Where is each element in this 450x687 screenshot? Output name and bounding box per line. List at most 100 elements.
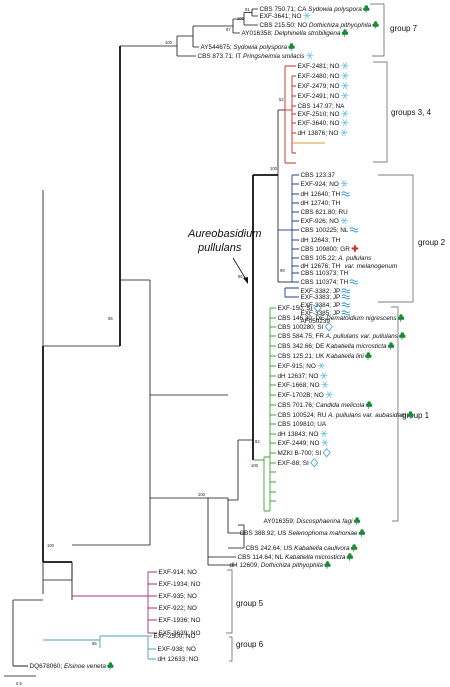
snowflake-icon: [306, 53, 313, 59]
taxon-label: CBS 621.80; RU: [301, 209, 349, 216]
scale-bar: 0.5: [4, 676, 36, 686]
species-arrow: [233, 258, 248, 284]
green-clade: [253, 308, 276, 511]
diamond-icon: [323, 449, 330, 457]
clover-leaf-icon: [107, 662, 113, 669]
taxon-label: EXF-924; NO: [301, 181, 339, 188]
taxon-label: CBS 750.71; CA Sydowia polyspora: [260, 6, 363, 13]
snowflake-icon: [320, 431, 327, 437]
taxon-label: CBS 388.92; US Selenophoma mahoniae: [240, 530, 358, 537]
bootstrap: 99: [280, 268, 285, 273]
taxon-label: EXF-88; SI: [278, 460, 309, 467]
taxon-label: CBS 147.97; NA: [298, 103, 346, 110]
taxon-label: EXF-1702B; NO: [278, 392, 324, 399]
snowflake-icon: [341, 63, 348, 69]
snowflake-icon: [341, 120, 348, 126]
snowflake-icon: [341, 93, 348, 99]
taxon-label: EXF-3640; NO: [298, 120, 340, 127]
clover-leaf-icon: [288, 43, 294, 50]
taxon-label: EXF-2510; NO: [298, 111, 340, 118]
taxon-label: dH 12740; TH: [301, 200, 341, 207]
wave-icon: [342, 303, 350, 307]
taxon-label: MZKI B-700; SI: [278, 450, 322, 457]
taxon-label: dH 12643; TH: [301, 237, 341, 244]
clover-leaf-icon: [354, 517, 360, 524]
taxon-label: CBS 146.30; DE Dematoidium nigrescens: [278, 315, 398, 322]
taxon-label: EXF-3383; JP: [301, 294, 341, 301]
taxon-label: EXF-914; NO: [159, 569, 197, 576]
taxon-label: EXF-935; NO: [159, 593, 197, 600]
taxon-label: EXF-922; NO: [159, 605, 197, 612]
group-2-label: group 2: [418, 238, 446, 247]
taxon-label: EXF-915; NO: [278, 363, 316, 370]
bootstrap: 100: [47, 543, 55, 548]
taxon-label: CBS 584.75; FR A. pullulans var. pullula…: [278, 333, 399, 340]
clover-leaf-icon: [365, 352, 371, 359]
blue-clade: [278, 175, 299, 297]
taxon-label: AY016358; Delphinella strobiligena: [242, 30, 341, 37]
taxon-label: EXF-1936; NO: [159, 617, 201, 624]
taxon-label: dH 12640; TH: [301, 191, 341, 198]
taxon-label: dH 12676; TH: [301, 263, 341, 270]
taxon-label: CBS 100280; SI: [278, 324, 324, 331]
bootstrap: 95: [238, 274, 243, 279]
taxon-label: CBS 215.50; NO Dothichiza pithyophila: [260, 22, 372, 29]
clover-leaf-icon: [388, 342, 394, 349]
clover-leaf-icon: [342, 29, 348, 36]
bootstrap: 91: [245, 7, 250, 12]
taxon-label: CBS 110374; TH: [301, 279, 349, 286]
group-6-label: group 6: [236, 640, 264, 649]
taxon-label: AY016359; Discosphaerina fagi: [264, 518, 354, 525]
taxon-label: dH 13876; NO: [298, 130, 339, 137]
bootstrap: 97: [226, 27, 231, 32]
taxon-label: CBS 125.21; UK Kabatiella lini: [278, 353, 365, 360]
taxon-label: CBS 100524; RU A. pullulans var. aubasid…: [278, 412, 407, 419]
taxon-label: dH 12637; NO: [278, 373, 319, 380]
snowflake-icon: [303, 13, 310, 19]
taxon-label: CBS 701.76; Candida melicola: [278, 402, 365, 409]
taxon-label: EXF-150; SI: [278, 305, 313, 312]
snowflake-icon: [326, 392, 333, 398]
bootstrap: 95: [92, 641, 97, 646]
clover-leaf-icon: [324, 561, 330, 568]
clover-leaf-icon: [347, 553, 353, 560]
snowflake-icon: [341, 111, 348, 117]
group-7-label: group 7: [390, 24, 418, 33]
bootstrap: 52: [279, 97, 284, 102]
taxon-label: CBS 873.71; IT Pringsheimia smilacis: [198, 53, 306, 60]
snowflake-icon: [320, 373, 327, 379]
taxon-label: EXF-2500; NO: [154, 633, 196, 640]
taxon-labels: CBS 750.71; CA Sydowia polysporaEXF-3641…: [30, 5, 414, 670]
taxon-label: CBS 242.64; US Kabatiella caulivora: [246, 545, 351, 552]
purple-clade: [72, 572, 157, 633]
snowflake-icon: [318, 363, 325, 369]
taxon-label: EXF-1934; NO: [159, 581, 201, 588]
clover-leaf-icon: [363, 5, 369, 12]
bootstrap: 100: [270, 166, 278, 171]
wave-icon: [350, 280, 358, 284]
wave-icon: [350, 228, 358, 232]
wave-icon: [342, 289, 350, 293]
group-1-label: group 1: [402, 411, 430, 420]
taxon-label: dH 12609; Dothichiza pithyophila: [230, 562, 324, 569]
taxon-label: EXF-2449; NO: [278, 440, 320, 447]
taxon-label: EXF-1668; NO: [278, 382, 320, 389]
taxon-label: EXF-3641; NO: [260, 13, 302, 20]
species-title-line1: Aureobasidium: [187, 228, 261, 240]
snowflake-icon: [341, 181, 348, 187]
taxon-label: EXF-2481; NO: [298, 63, 340, 70]
taxon-label: EXF-2480; NO: [298, 73, 340, 80]
taxon-label: CBS 110373; TH: [301, 270, 349, 277]
clover-leaf-icon: [366, 401, 372, 408]
taxon-label: CBS 123.37: [301, 172, 336, 179]
bootstrap: 100: [198, 492, 206, 497]
diamond-icon: [311, 459, 318, 467]
species-title-line2: pullulans: [197, 242, 242, 254]
taxon-label: AY544675; Sydowia polyspora: [201, 44, 288, 51]
taxon-label: CBS 100225; NL: [301, 227, 349, 234]
taxon-label: var. melanogenum: [345, 263, 398, 270]
taxon-label: dH 13843; NO: [278, 431, 319, 438]
snowflake-icon: [341, 73, 348, 79]
clover-leaf-icon: [372, 21, 378, 28]
